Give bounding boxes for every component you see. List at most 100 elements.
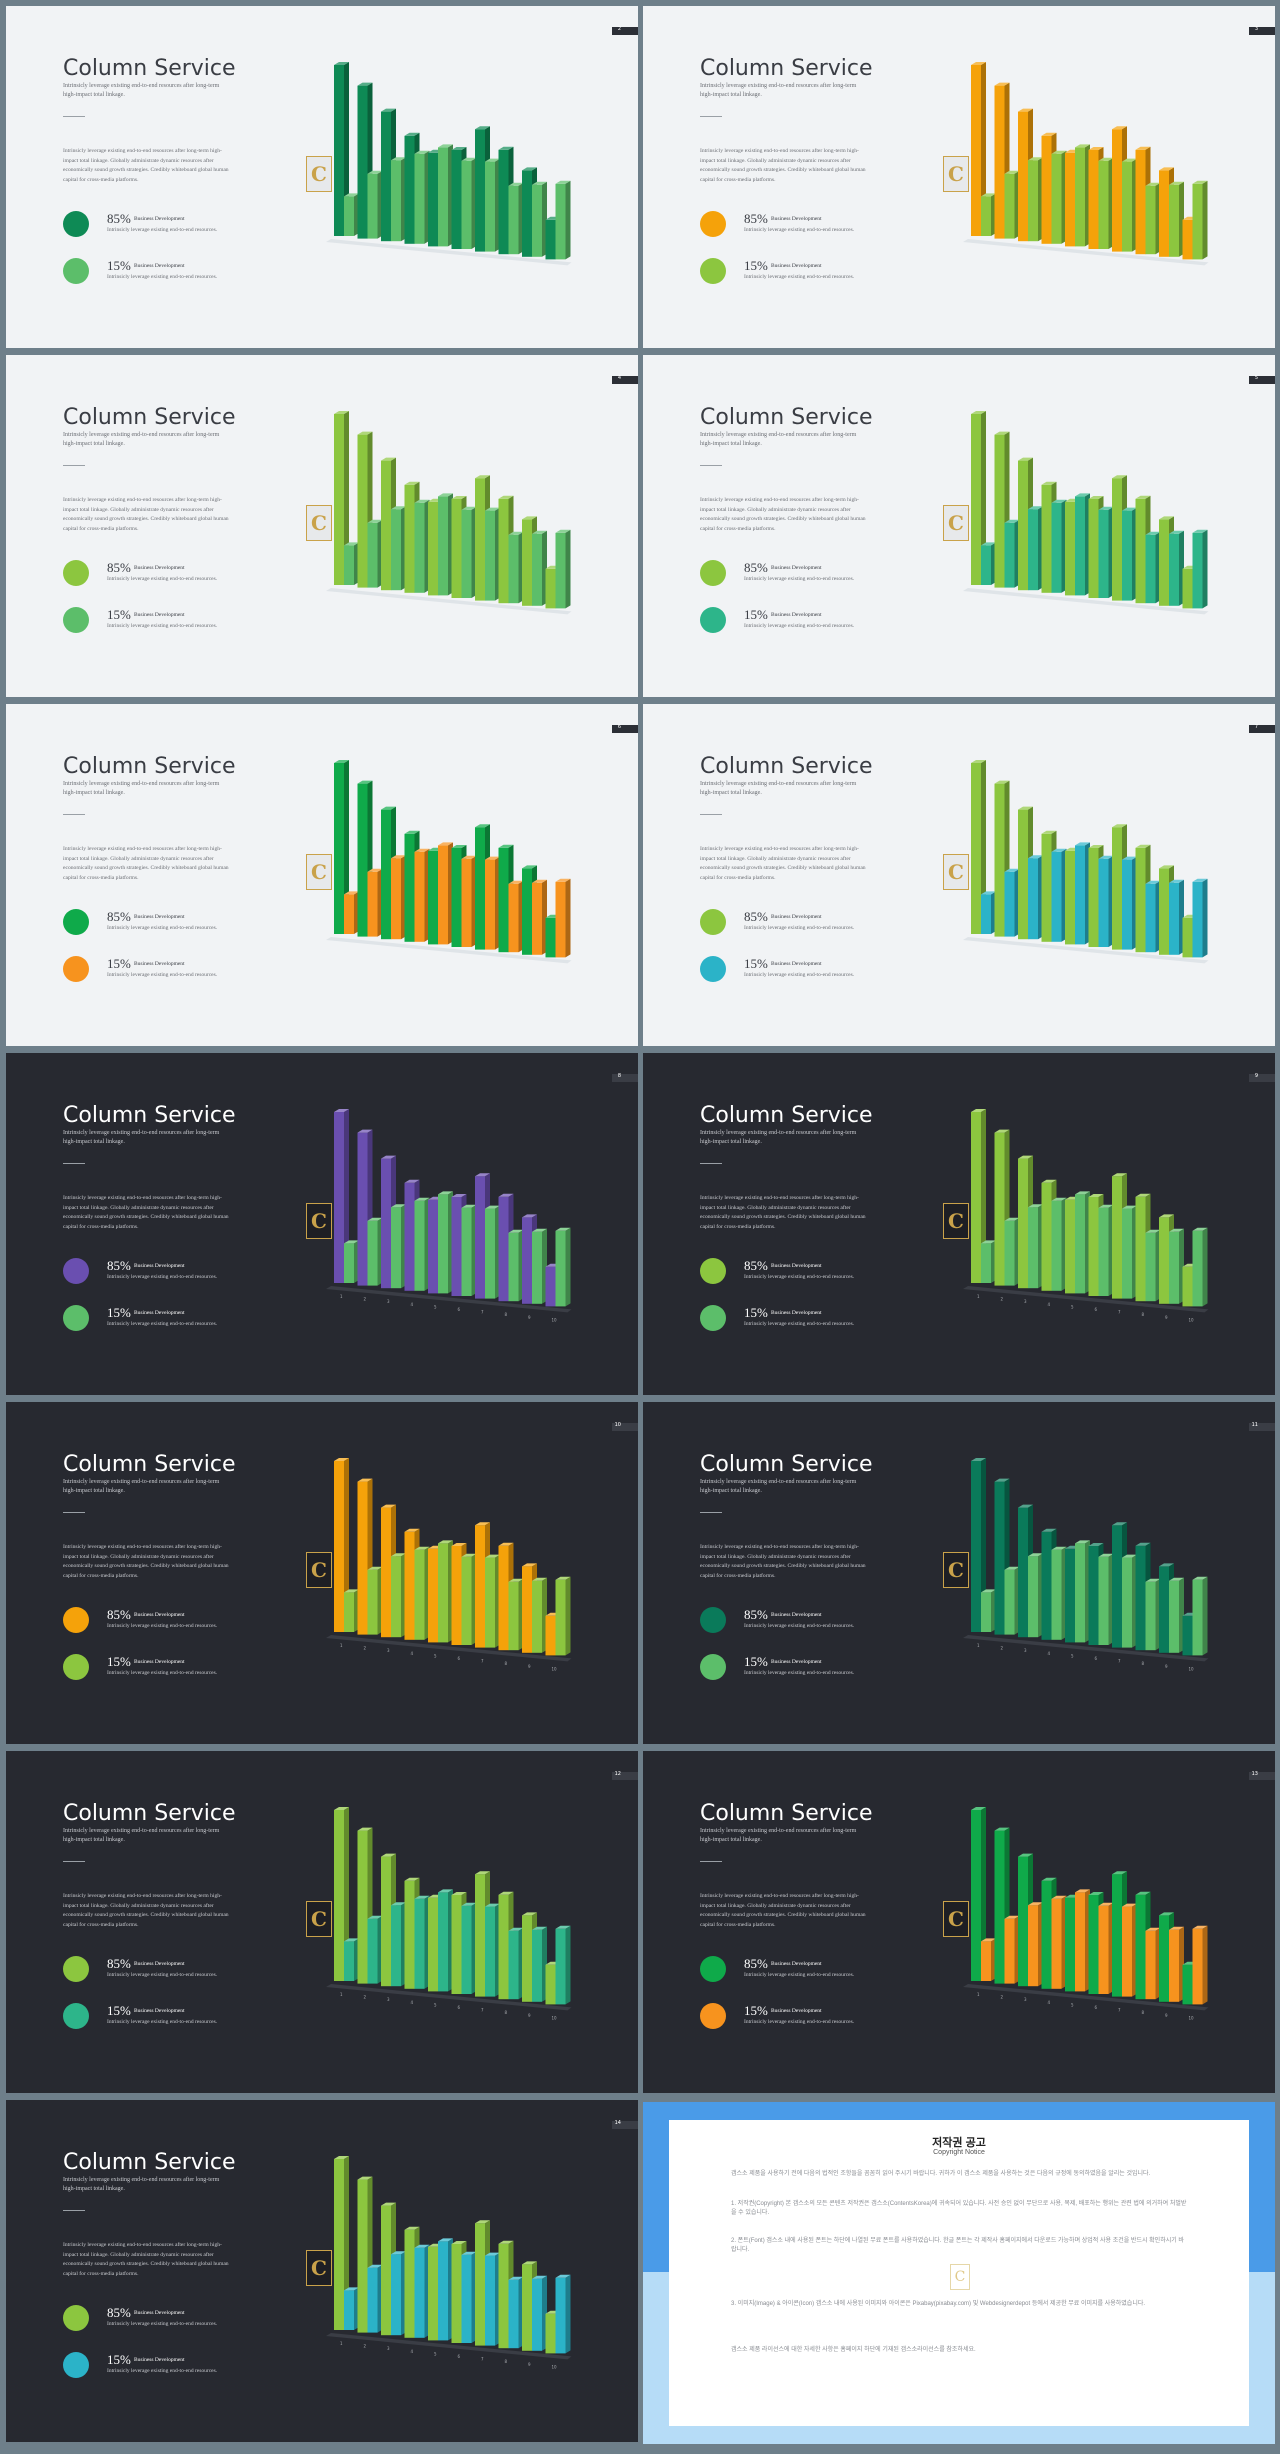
stat-description: Intrinsicly leverage existing end-to-end… xyxy=(744,2019,855,2025)
bar-series-b-top xyxy=(1028,1553,1043,1557)
bar-series-a-top xyxy=(357,780,373,784)
bar-series-a xyxy=(1159,1217,1169,1304)
legend-dot-primary xyxy=(63,909,89,935)
x-tick-label: 9 xyxy=(528,1664,531,1669)
slide-thumbnail[interactable]: 7 Column Service Intrinsicly leverage ex… xyxy=(643,704,1275,1046)
slide-body-text: Intrinsicly leverage existing end-to-end… xyxy=(63,1544,229,1579)
slide-thumbnail[interactable]: 12 Column Service Intrinsicly leverage e… xyxy=(6,1751,638,2093)
slide-thumbnail[interactable]: 4 Column Service Intrinsicly leverage ex… xyxy=(6,355,638,697)
page-tab xyxy=(1249,1772,1275,1780)
bar-series-a xyxy=(1135,1545,1146,1651)
bar-series-b xyxy=(508,1581,519,1651)
bar-series-a xyxy=(1088,1546,1099,1645)
bar-series-b xyxy=(1028,1905,1038,1987)
bar-series-a xyxy=(428,2246,438,2341)
x-tick-label: 10 xyxy=(1189,2015,1195,2020)
bar-series-b xyxy=(555,881,566,958)
bar-series-b-top xyxy=(367,1566,383,1570)
slide-thumbnail[interactable]: 3 Column Service Intrinsicly leverage ex… xyxy=(643,6,1275,348)
bar-series-b xyxy=(438,496,448,596)
bar-series-a-top xyxy=(1159,1214,1174,1218)
bar-series-a xyxy=(381,1507,391,1638)
bar-series-a xyxy=(545,1615,556,1656)
slide-thumbnail[interactable]: 8 Column Service Intrinsicly leverage ex… xyxy=(6,1053,638,1395)
bar-series-b-top xyxy=(461,2251,477,2255)
slide-subtitle: Intrinsicly leverage existing end-to-end… xyxy=(63,1130,220,1145)
bar-series-b xyxy=(1075,1543,1085,1643)
slide-thumbnail[interactable]: 10 Column Service Intrinsicly leverage e… xyxy=(6,1402,638,1744)
bar-series-a xyxy=(404,1182,415,1291)
bar-series-b xyxy=(1192,1579,1203,1656)
bar-series-b xyxy=(485,1557,495,1648)
bar-series-a-top xyxy=(498,2240,514,2244)
bar-series-b-top xyxy=(1028,1204,1043,1208)
bar-series-b xyxy=(367,1569,378,1635)
bar-series-b-top xyxy=(1098,1902,1114,1906)
bar-series-b xyxy=(1075,1194,1085,1294)
bar-series-a xyxy=(994,1830,1005,1984)
copyright-notice-slide[interactable]: 저작권 공고 Copyright Notice 갬스소 제품을 사용하기 전에 … xyxy=(643,2102,1275,2444)
bar-series-a-top xyxy=(1088,1543,1104,1546)
slide-thumbnail[interactable]: 11 Column Service Intrinsicly leverage e… xyxy=(643,1402,1275,1744)
bar-series-a-top xyxy=(1159,167,1174,171)
bar-series-b xyxy=(1122,1906,1132,1997)
x-tick-label: 3 xyxy=(387,1299,390,1304)
bar-series-b-top xyxy=(1145,531,1161,535)
bar-series-b xyxy=(414,153,425,244)
stat-description: Intrinsicly leverage existing end-to-end… xyxy=(744,1670,855,1676)
legend-dot-primary xyxy=(700,1607,726,1633)
x-tick-label: 4 xyxy=(411,1302,414,1307)
stat-description: Intrinsicly leverage existing end-to-end… xyxy=(107,1274,218,1280)
logo-badge: C xyxy=(943,1203,969,1239)
bar-series-b-top xyxy=(438,1191,453,1195)
bar-series-a xyxy=(1041,1182,1052,1291)
legend-dot-secondary xyxy=(63,1654,89,1680)
bar-series-a xyxy=(381,460,391,591)
bar-series-b xyxy=(1051,502,1062,593)
bar-series-a-top xyxy=(334,1109,349,1112)
slide-thumbnail[interactable]: 14 Column Service Intrinsicly leverage e… xyxy=(6,2100,638,2442)
bar-series-b xyxy=(414,851,425,942)
slide-thumbnail[interactable]: 6 Column Service Intrinsicly leverage ex… xyxy=(6,704,638,1046)
bar-series-b-top xyxy=(1075,842,1090,846)
bar-series-a-top xyxy=(522,1214,537,1218)
x-tick-label: 2 xyxy=(1001,1646,1004,1651)
bar-series-b-top xyxy=(1051,499,1067,503)
stat-description: Intrinsicly leverage existing end-to-end… xyxy=(107,576,218,582)
bar-series-a-side xyxy=(344,1109,349,1283)
bar-series-b-top xyxy=(1122,1903,1137,1907)
legend-dot-secondary xyxy=(700,258,726,284)
stat-label: Business Development xyxy=(134,1310,185,1316)
slide-thumbnail[interactable]: 2 Column Service Intrinsicly leverage ex… xyxy=(6,6,638,348)
bar-series-a-top xyxy=(1088,496,1104,499)
stat-label: Business Development xyxy=(134,565,185,571)
slide-thumbnail[interactable]: 9 Column Service Intrinsicly leverage ex… xyxy=(643,1053,1275,1395)
bar-series-a-top xyxy=(451,1194,467,1197)
bar-series-b xyxy=(508,534,519,604)
bar-series-b-top xyxy=(508,1927,524,1931)
bar-series-b-top xyxy=(391,855,406,859)
x-tick-label: 7 xyxy=(1118,1659,1121,1664)
bar-series-b xyxy=(461,160,472,249)
bar-series-a-top xyxy=(1135,1542,1151,1546)
divider xyxy=(63,465,85,466)
slide-title: Column Service xyxy=(700,405,873,430)
slide-thumbnail[interactable]: 5 Column Service Intrinsicly leverage ex… xyxy=(643,355,1275,697)
bar-series-b-top xyxy=(1192,1576,1208,1580)
bar-series-a xyxy=(404,484,415,593)
bar-series-a-top xyxy=(404,132,420,136)
x-tick-label: 10 xyxy=(552,2364,558,2369)
bar-series-a xyxy=(428,850,438,945)
bar-series-b-top xyxy=(461,855,477,859)
bar-series-b-top xyxy=(391,1902,406,1906)
slide-body-text: Intrinsicly leverage existing end-to-end… xyxy=(700,1195,866,1230)
slide-title: Column Service xyxy=(63,2150,236,2175)
slide-body-text: Intrinsicly leverage existing end-to-end… xyxy=(700,497,866,532)
bar-series-a-top xyxy=(357,431,373,435)
slide-thumbnail[interactable]: 13 Column Service Intrinsicly leverage e… xyxy=(643,1751,1275,2093)
stat-item-primary: 85% Business Development Intrinsicly lev… xyxy=(700,907,900,937)
bar-series-b xyxy=(344,894,354,934)
bar-series-a-top xyxy=(1088,147,1104,150)
bar-series-b-top xyxy=(391,1204,406,1208)
slide-body-text: Intrinsicly leverage existing end-to-end… xyxy=(63,148,229,183)
